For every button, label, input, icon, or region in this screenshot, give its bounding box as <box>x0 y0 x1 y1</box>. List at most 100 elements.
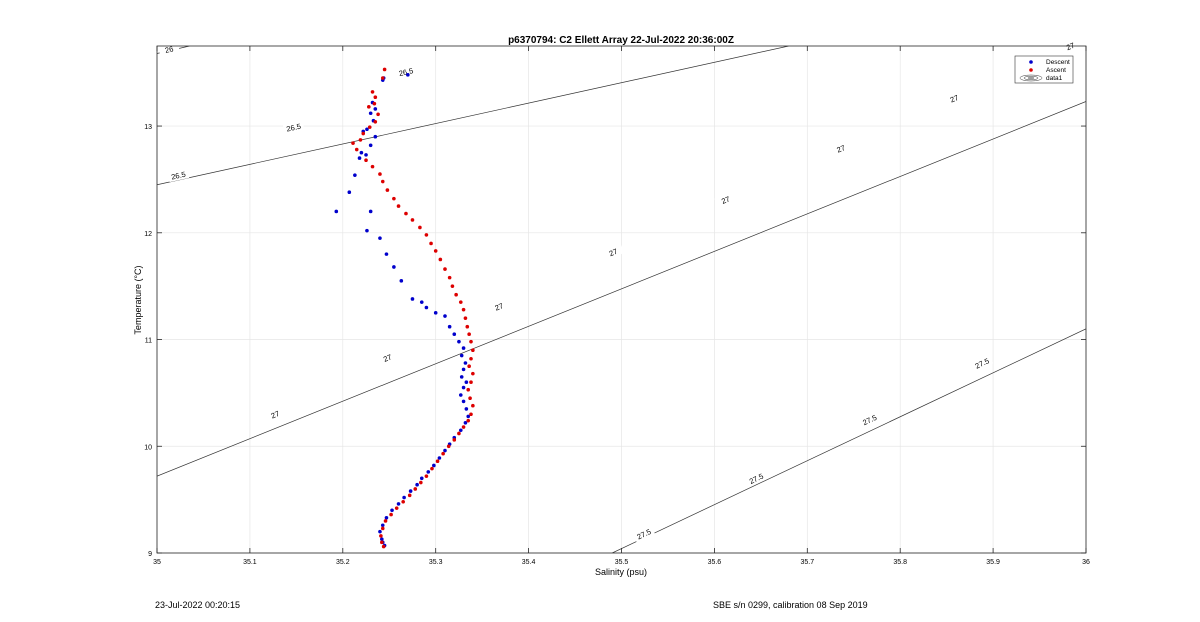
contour-label-bg <box>970 354 994 372</box>
x-tick-label: 35.8 <box>893 559 907 566</box>
descent-point <box>461 399 466 404</box>
ascent-point <box>354 147 359 152</box>
y-tick-label: 12 <box>144 231 152 238</box>
ascent-point <box>370 90 375 94</box>
footer-timestamp: 23-Jul-2022 00:20:15 <box>155 600 241 610</box>
y-tick-label: 13 <box>144 124 152 131</box>
descent-point <box>402 495 406 500</box>
descent-point <box>353 173 357 177</box>
ascent-point <box>452 438 457 442</box>
contour-label: 27 <box>949 93 960 104</box>
descent-point <box>432 463 436 468</box>
ascent-point <box>461 425 466 429</box>
descent-point <box>458 428 463 433</box>
y-axis-ticks: 9 10 11 12 13 <box>144 124 1086 558</box>
ascent-point <box>419 480 423 485</box>
legend-ascent-marker <box>1029 68 1033 72</box>
ascent-point <box>433 249 438 253</box>
ascent-point <box>454 292 458 297</box>
ascent-point <box>380 76 385 80</box>
legend-data1-label: data1 <box>1046 75 1063 82</box>
contour-label-bg <box>745 469 768 488</box>
y-axis-label: Temperature (°C) <box>133 265 143 334</box>
ascent-point <box>471 403 475 408</box>
contour-label: 27 <box>382 352 393 363</box>
descent-point <box>373 134 378 139</box>
ascent-point <box>469 412 473 417</box>
ascent-point <box>429 241 433 246</box>
legend-descent-label: Descent <box>1046 59 1070 66</box>
ascent-point <box>458 300 463 304</box>
ascent-point <box>443 267 447 271</box>
descent-point <box>447 324 452 329</box>
ascent-point <box>447 275 452 280</box>
ascent-point <box>467 364 471 369</box>
descent-point <box>466 414 471 419</box>
descent-point <box>433 311 438 315</box>
x-tick-label: 35.4 <box>522 559 536 566</box>
descent-point <box>437 456 442 460</box>
contour-label: 27 <box>608 247 619 258</box>
contour-label: 26 <box>164 44 174 55</box>
x-tick-label: 35 <box>153 559 161 566</box>
descent-point <box>373 107 378 111</box>
contour-line-27 <box>157 101 1086 477</box>
ascent-point <box>457 431 461 436</box>
ascent-point <box>376 112 380 117</box>
ascent-point <box>394 506 399 510</box>
descent-point <box>368 209 373 214</box>
ascent-point <box>380 526 385 531</box>
ascent-point <box>471 348 475 353</box>
x-axis-ticks: 35 35.1 35.2 35.3 35.4 35.5 35.6 35.7 35.8 35.9 36 <box>153 46 1090 566</box>
contour-label: 27 <box>494 301 505 312</box>
descent-point <box>419 476 424 481</box>
contour-label-bg <box>263 405 287 423</box>
descent-point <box>368 143 373 148</box>
descent-point <box>380 537 384 541</box>
ascent-point <box>410 218 415 222</box>
ascent-point <box>466 387 471 392</box>
descent-point <box>399 279 404 283</box>
descent-point <box>384 515 389 520</box>
ascent-point <box>396 204 401 208</box>
ascent-point <box>379 534 383 538</box>
ascent-point <box>351 141 355 145</box>
contour-label: 26.5 <box>170 170 186 182</box>
ascent-point <box>413 487 418 491</box>
ascent-point <box>467 332 471 336</box>
ascent-point <box>465 324 470 329</box>
ascent-point <box>468 396 472 401</box>
ascent-point <box>385 188 390 192</box>
chart-title: p6370794: C2 Ellett Array 22-Jul-2022 20… <box>508 35 734 46</box>
legend-descent-marker <box>1029 60 1033 64</box>
descent-point <box>396 502 401 506</box>
descent-point <box>463 361 468 365</box>
ascent-point <box>373 119 378 124</box>
ascent-point <box>404 211 408 216</box>
ascent-point <box>358 138 363 142</box>
legend-box <box>1014 55 1074 84</box>
descent-point <box>461 385 466 390</box>
ascent-point <box>446 444 451 449</box>
descent-point <box>392 265 396 269</box>
y-tick-label: 10 <box>144 444 152 451</box>
descent-point <box>408 489 413 493</box>
contour-label: 27 <box>270 409 281 420</box>
data-points <box>334 67 475 549</box>
descent-point <box>458 393 463 397</box>
legend-contour-marker <box>1019 74 1043 82</box>
ascent-point <box>370 164 375 169</box>
x-tick-label: 36 <box>1082 559 1090 566</box>
descent-point <box>359 150 364 155</box>
ascent-point <box>441 451 445 456</box>
ascent-point <box>378 172 382 176</box>
ascent-point <box>381 544 386 549</box>
descent-point <box>443 448 447 453</box>
x-tick-label: 35.5 <box>615 559 629 566</box>
series-ascent <box>351 67 475 549</box>
ascent-point <box>401 499 405 504</box>
ascent-point <box>364 158 368 163</box>
descent-point <box>378 236 382 240</box>
x-tick-label: 35.7 <box>800 559 814 566</box>
